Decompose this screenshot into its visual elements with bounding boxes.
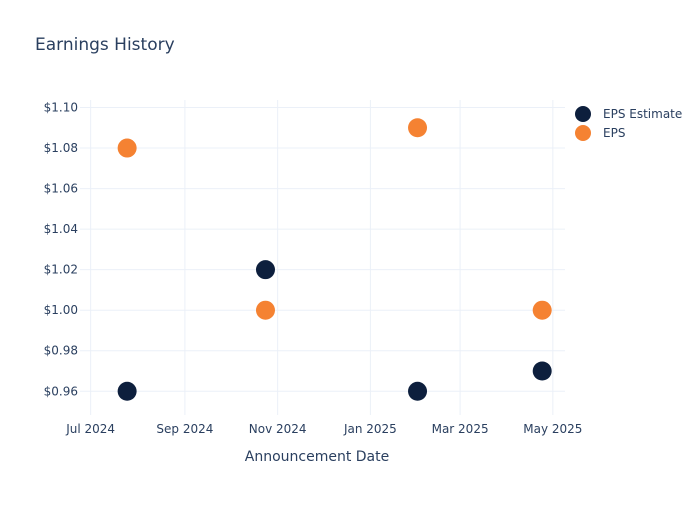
eps-estimate-point[interactable]	[532, 361, 552, 381]
y-tick-label: $1.02	[44, 263, 78, 277]
eps-point[interactable]	[255, 300, 275, 320]
gridlines	[80, 100, 565, 415]
eps-point[interactable]	[408, 118, 428, 138]
legend-marker	[575, 125, 591, 141]
y-axis-ticks: $0.96 $0.98 $1.00 $1.02 $1.04 $1.06 $1.08 $1.10	[44, 101, 78, 399]
x-axis-title: Announcement Date	[245, 449, 389, 465]
legend-marker	[575, 106, 591, 122]
data-points	[117, 118, 552, 401]
y-tick-label: $1.08	[44, 141, 78, 155]
x-tick-label: Sep 2024	[156, 422, 213, 436]
eps-estimate-point[interactable]	[117, 381, 137, 401]
x-axis-ticks: Jul 2024 Sep 2024 Nov 2024 Jan 2025 Mar 2025…	[65, 422, 582, 436]
eps-point[interactable]	[117, 138, 137, 158]
legend[interactable]: EPS Estimate EPS	[575, 106, 682, 141]
y-tick-label: $1.00	[44, 303, 78, 317]
legend-item-eps[interactable]: EPS	[575, 125, 625, 141]
x-tick-label: Nov 2024	[249, 422, 307, 436]
eps-estimate-point[interactable]	[408, 381, 428, 401]
eps-estimate-point[interactable]	[255, 260, 275, 280]
x-tick-label: May 2025	[523, 422, 582, 436]
legend-label: EPS	[603, 126, 625, 140]
y-tick-label: $1.04	[44, 222, 78, 236]
x-tick-label: Jan 2025	[343, 422, 397, 436]
chart-title: Earnings History	[35, 35, 175, 55]
y-tick-label: $0.96	[44, 384, 78, 398]
x-tick-label: Mar 2025	[432, 422, 489, 436]
y-tick-label: $1.06	[44, 182, 78, 196]
eps-point[interactable]	[532, 300, 552, 320]
y-tick-label: $0.98	[44, 344, 78, 358]
legend-label: EPS Estimate	[603, 107, 682, 121]
legend-item-eps-estimate[interactable]: EPS Estimate	[575, 106, 682, 122]
x-tick-label: Jul 2024	[65, 422, 115, 436]
y-tick-label: $1.10	[44, 101, 78, 115]
